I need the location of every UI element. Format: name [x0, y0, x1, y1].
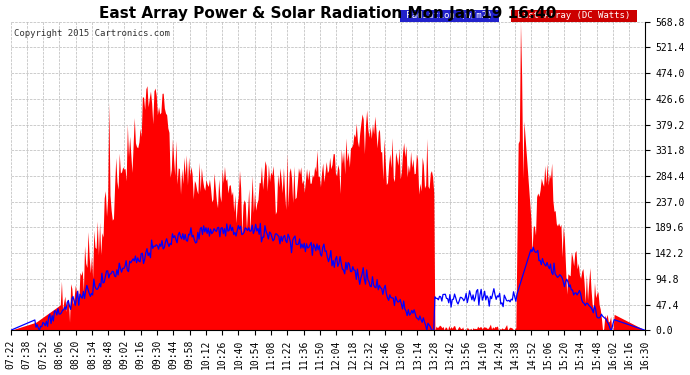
Text: East Array (DC Watts): East Array (DC Watts): [512, 11, 635, 20]
Text: Radiation (w/m2): Radiation (w/m2): [401, 11, 497, 20]
Title: East Array Power & Solar Radiation Mon Jan 19 16:40: East Array Power & Solar Radiation Mon J…: [99, 6, 557, 21]
Text: Copyright 2015 Cartronics.com: Copyright 2015 Cartronics.com: [14, 30, 170, 39]
